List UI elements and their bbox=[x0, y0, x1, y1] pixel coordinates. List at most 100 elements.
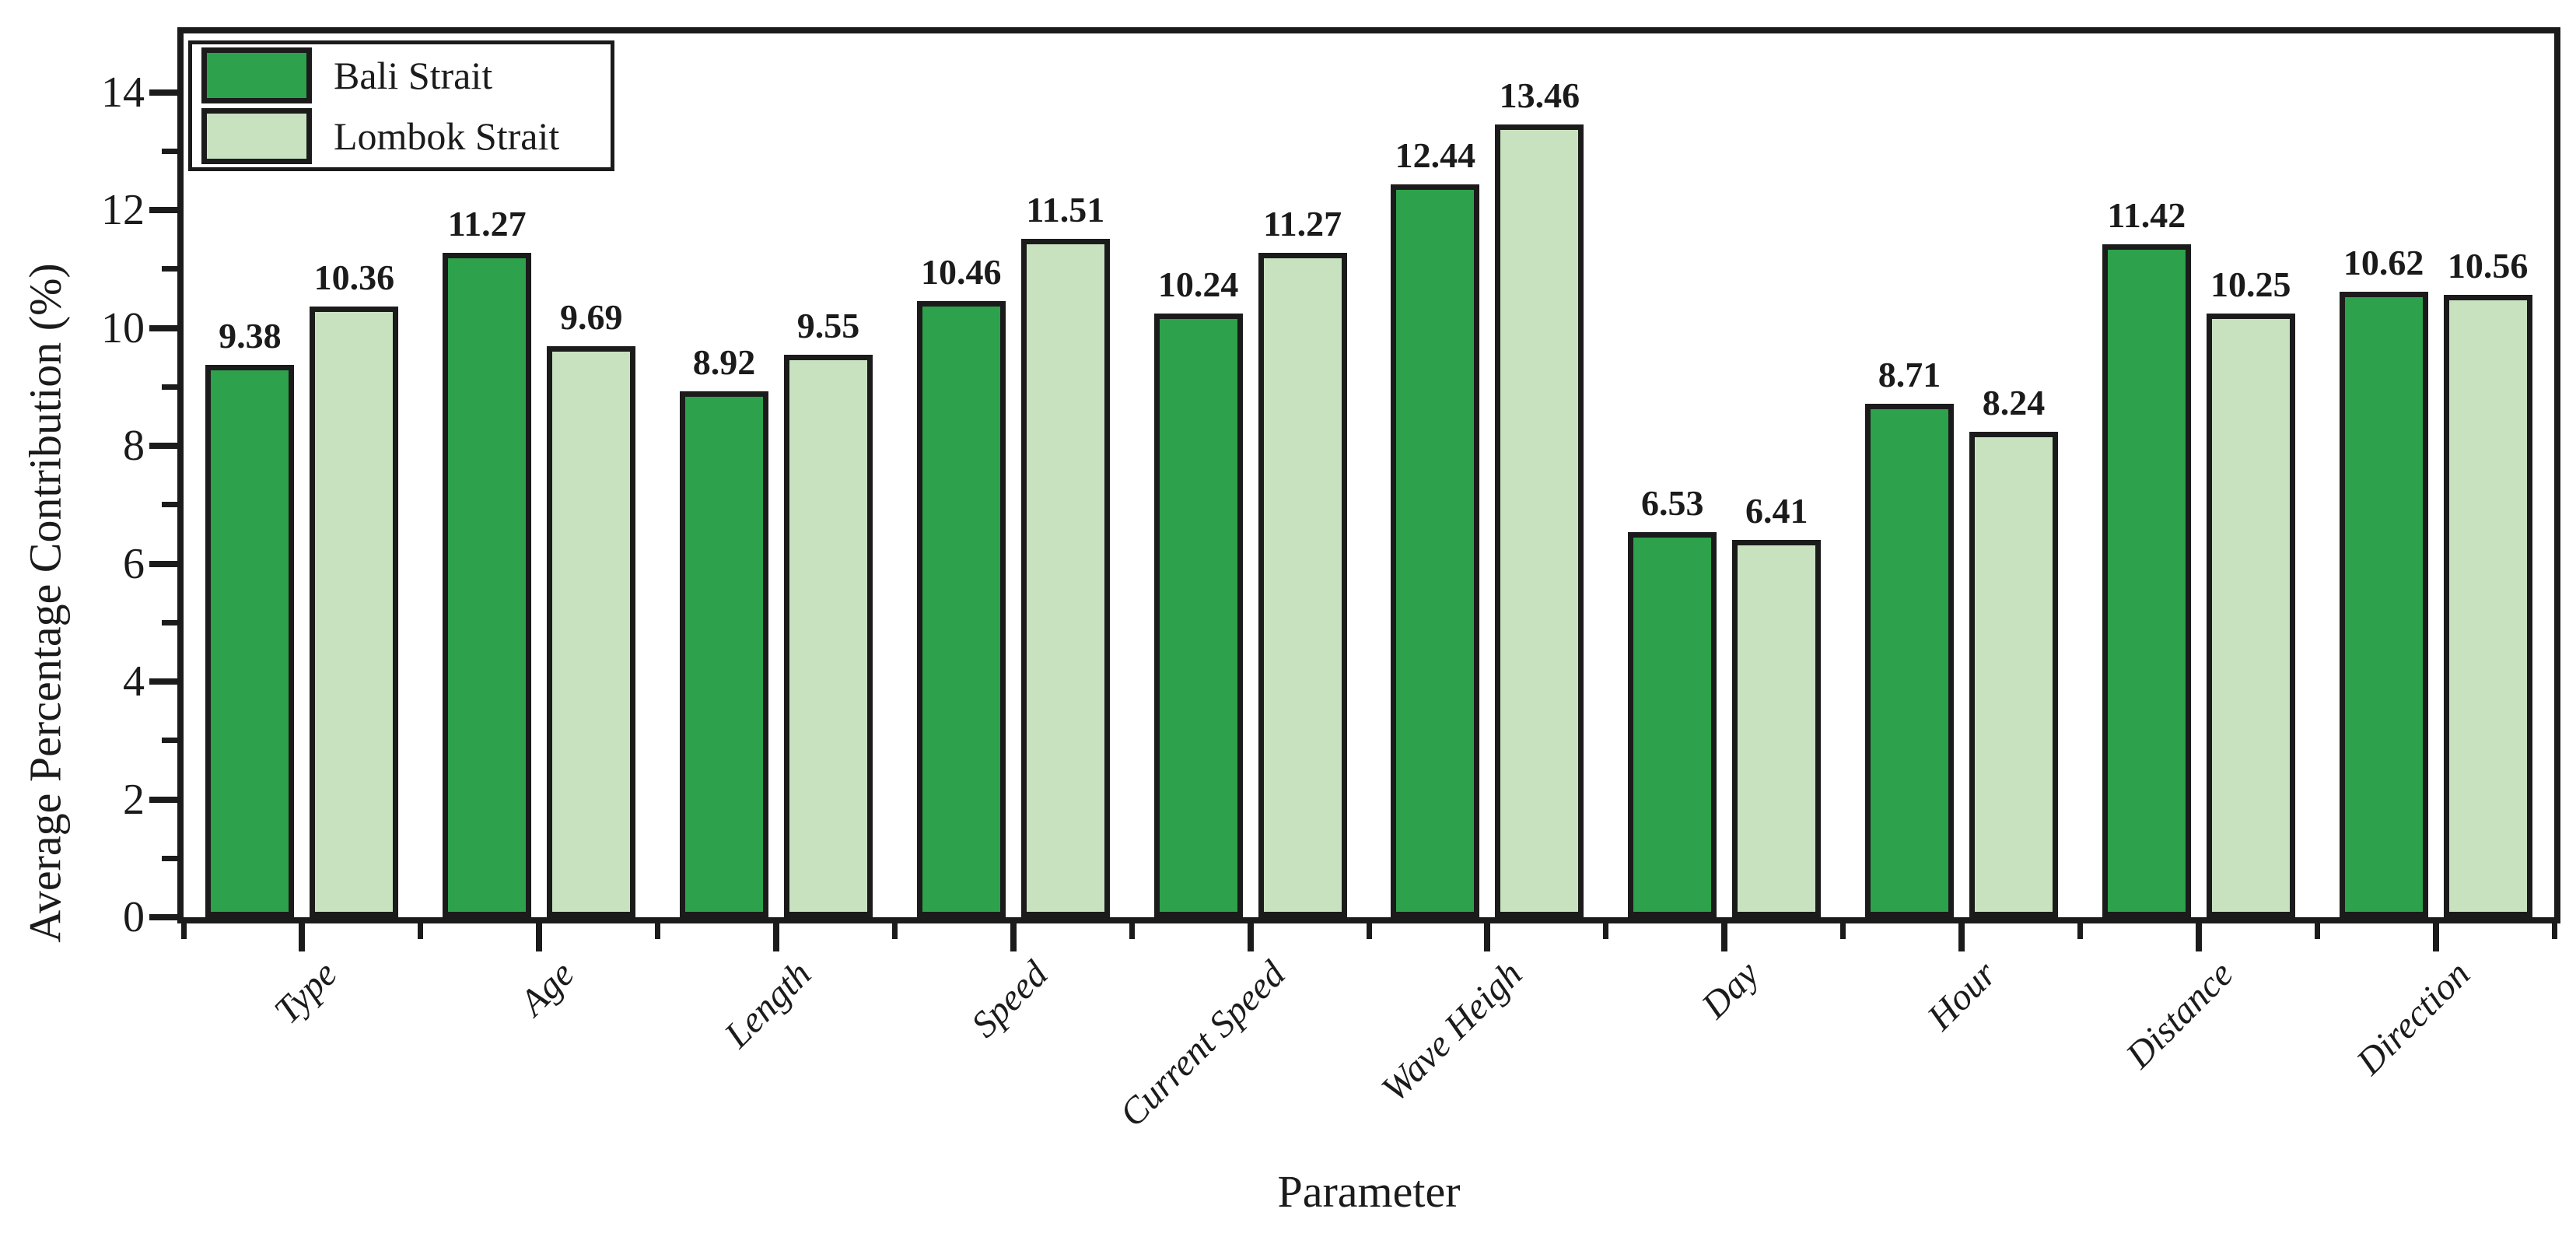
x-major-tick bbox=[1721, 923, 1728, 951]
bar-lombok-strait-direction bbox=[2443, 295, 2532, 917]
legend-label-bali-strait: Bali Strait bbox=[334, 54, 493, 97]
y-minor-tick bbox=[162, 384, 177, 390]
x-minor-tick bbox=[1366, 923, 1372, 939]
bar-lombok-strait-current-speed bbox=[1258, 253, 1347, 917]
y-major-tick bbox=[149, 914, 177, 920]
legend-row-bali-strait: Bali Strait bbox=[201, 47, 611, 103]
value-label-lombok-strait-age: 9.69 bbox=[559, 297, 623, 338]
legend-swatch-bali-strait bbox=[201, 47, 312, 103]
bar-bali-strait-hour bbox=[1865, 404, 1954, 917]
y-minor-tick bbox=[162, 266, 177, 272]
x-tick-label-type: Type bbox=[266, 953, 345, 1032]
x-major-tick bbox=[1247, 923, 1254, 951]
bar-bali-strait-distance bbox=[2102, 244, 2191, 917]
bar-lombok-strait-hour bbox=[1969, 431, 2058, 917]
bar-lombok-strait-wave-heigh bbox=[1495, 124, 1584, 917]
y-axis-title: Average Percentage Contribution (%) bbox=[19, 263, 71, 943]
legend-label-lombok-strait: Lombok Strait bbox=[334, 114, 560, 158]
value-label-bali-strait-length: 8.92 bbox=[692, 342, 756, 383]
bar-bali-strait-speed bbox=[916, 300, 1006, 917]
bar-lombok-strait-day bbox=[1732, 539, 1822, 917]
y-major-tick bbox=[149, 207, 177, 214]
bar-lombok-strait-type bbox=[310, 307, 399, 917]
y-tick-label: 6 bbox=[123, 539, 145, 588]
y-minor-tick bbox=[162, 502, 177, 508]
x-major-tick bbox=[1958, 923, 1965, 951]
bar-bali-strait-age bbox=[443, 253, 532, 917]
value-label-lombok-strait-type: 10.36 bbox=[313, 258, 395, 298]
value-label-lombok-strait-hour: 8.24 bbox=[1982, 382, 2046, 422]
y-minor-tick bbox=[162, 148, 177, 154]
bar-bali-strait-type bbox=[205, 364, 295, 917]
x-minor-tick bbox=[891, 923, 898, 939]
x-minor-tick bbox=[1603, 923, 1609, 939]
bar-lombok-strait-speed bbox=[1020, 239, 1110, 917]
x-minor-tick bbox=[2551, 923, 2557, 939]
y-major-tick bbox=[149, 443, 177, 450]
value-label-lombok-strait-length: 9.55 bbox=[796, 305, 860, 345]
value-label-bali-strait-distance: 11.42 bbox=[2107, 195, 2186, 236]
x-major-tick bbox=[536, 923, 543, 951]
value-label-lombok-strait-direction: 10.56 bbox=[2447, 246, 2529, 286]
x-minor-tick bbox=[418, 923, 424, 939]
value-label-bali-strait-day: 6.53 bbox=[1640, 483, 1704, 524]
value-label-bali-strait-type: 9.38 bbox=[219, 315, 282, 356]
bar-lombok-strait-age bbox=[547, 346, 636, 917]
value-label-bali-strait-direction: 10.62 bbox=[2343, 242, 2424, 282]
x-major-tick bbox=[1010, 923, 1017, 951]
x-tick-label-day: Day bbox=[1693, 953, 1767, 1027]
x-minor-tick bbox=[2077, 923, 2083, 939]
value-label-lombok-strait-current-speed: 11.27 bbox=[1263, 204, 1342, 244]
value-label-lombok-strait-speed: 11.51 bbox=[1026, 190, 1105, 230]
value-label-bali-strait-speed: 10.46 bbox=[921, 251, 1002, 292]
y-minor-tick bbox=[162, 855, 177, 861]
value-label-bali-strait-wave-heigh: 12.44 bbox=[1395, 135, 1476, 175]
x-major-tick bbox=[299, 923, 306, 951]
y-tick-label: 8 bbox=[123, 422, 145, 471]
legend-swatch-lombok-strait bbox=[201, 108, 312, 164]
x-axis-title: Parameter bbox=[1277, 1166, 1461, 1217]
bar-lombok-strait-length bbox=[784, 354, 873, 917]
x-tick-label-age: Age bbox=[511, 953, 582, 1024]
bar-bali-strait-current-speed bbox=[1153, 314, 1243, 917]
x-minor-tick bbox=[2314, 923, 2320, 939]
y-tick-label: 10 bbox=[101, 303, 145, 352]
y-tick-label: 4 bbox=[123, 657, 145, 706]
bar-lombok-strait-distance bbox=[2206, 313, 2295, 917]
value-label-bali-strait-hour: 8.71 bbox=[1878, 355, 1941, 395]
y-major-tick bbox=[149, 89, 177, 96]
x-tick-label-length: Length bbox=[716, 953, 819, 1057]
x-major-tick bbox=[2195, 923, 2202, 951]
x-major-tick bbox=[2432, 923, 2439, 951]
legend-row-lombok-strait: Lombok Strait bbox=[201, 108, 611, 164]
value-label-bali-strait-age: 11.27 bbox=[447, 204, 527, 244]
y-tick-label: 14 bbox=[101, 68, 145, 117]
y-major-tick bbox=[149, 796, 177, 803]
y-tick-label: 12 bbox=[101, 186, 145, 235]
x-minor-tick bbox=[655, 923, 661, 939]
y-major-tick bbox=[149, 678, 177, 685]
x-minor-tick bbox=[1129, 923, 1135, 939]
y-major-tick bbox=[149, 324, 177, 331]
x-tick-label-distance: Distance bbox=[2118, 953, 2242, 1077]
value-label-lombok-strait-distance: 10.25 bbox=[2210, 264, 2291, 304]
x-tick-label-current-speed: Current Speed bbox=[1111, 953, 1293, 1135]
value-label-lombok-strait-wave-heigh: 13.46 bbox=[1499, 75, 1580, 115]
x-tick-label-speed: Speed bbox=[964, 953, 1056, 1046]
y-minor-tick bbox=[162, 619, 177, 626]
x-tick-label-direction: Direction bbox=[2349, 953, 2479, 1083]
y-tick-label: 0 bbox=[123, 893, 145, 941]
x-tick-label-hour: Hour bbox=[1919, 953, 2004, 1039]
x-minor-tick bbox=[180, 923, 187, 939]
y-minor-tick bbox=[162, 738, 177, 744]
x-major-tick bbox=[773, 923, 779, 951]
y-major-tick bbox=[149, 560, 177, 567]
x-tick-label-wave-heigh: Wave Heigh bbox=[1374, 953, 1531, 1110]
x-major-tick bbox=[1484, 923, 1491, 951]
bar-bali-strait-wave-heigh bbox=[1391, 184, 1480, 917]
bar-bali-strait-direction bbox=[2339, 291, 2428, 917]
legend: Bali Strait Lombok Strait bbox=[188, 40, 614, 171]
value-label-lombok-strait-day: 6.41 bbox=[1745, 490, 1808, 531]
x-minor-tick bbox=[1840, 923, 1846, 939]
